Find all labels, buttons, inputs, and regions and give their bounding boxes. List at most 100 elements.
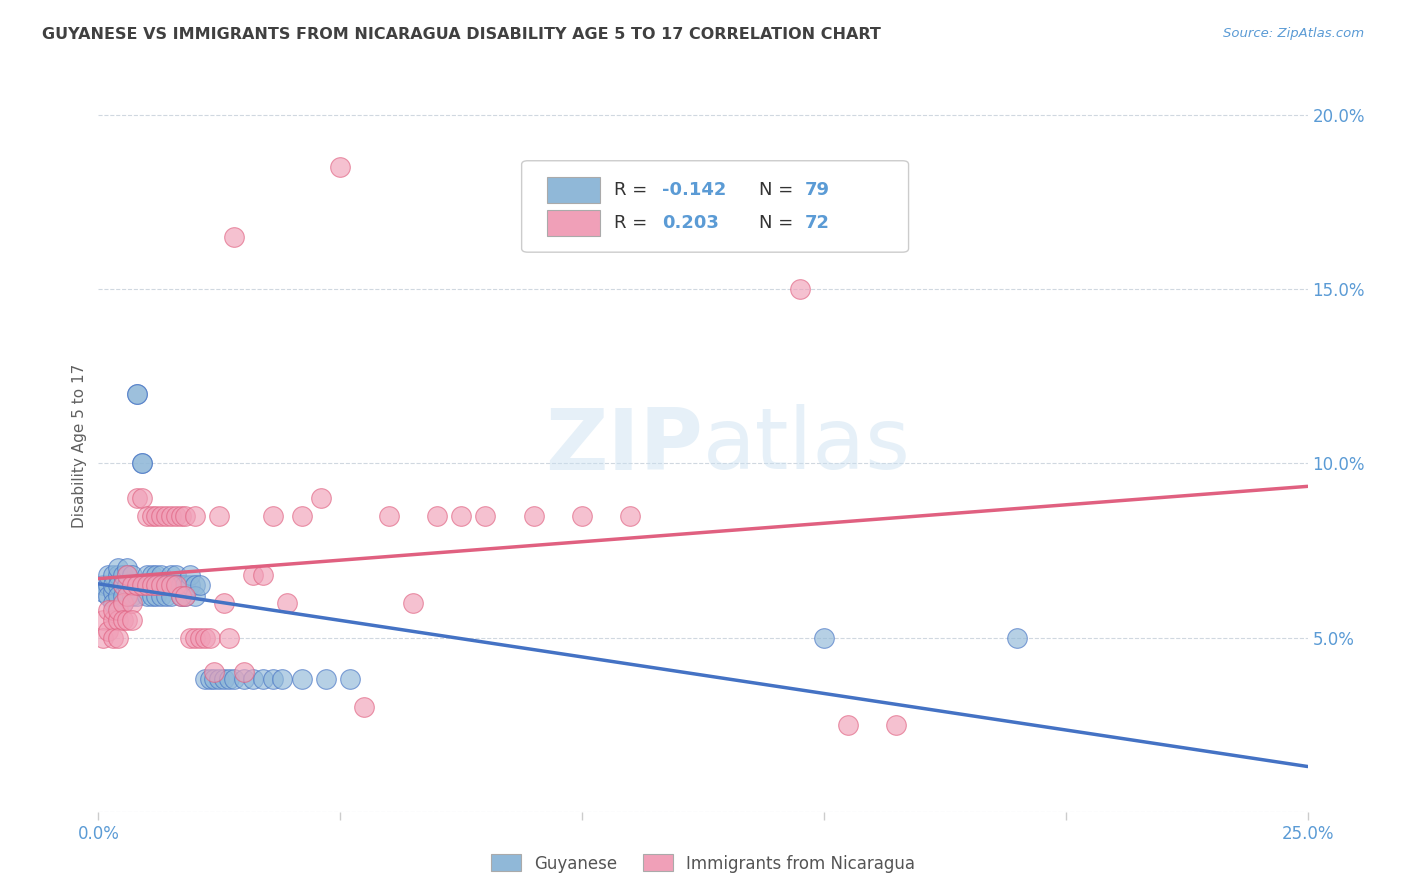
Point	[242, 567, 264, 582]
FancyBboxPatch shape	[547, 211, 600, 236]
Text: -0.142: -0.142	[662, 180, 727, 199]
Point	[222, 673, 245, 687]
Point	[121, 596, 143, 610]
Point	[329, 161, 352, 175]
Point	[150, 578, 173, 592]
Point	[121, 589, 143, 603]
Point	[232, 665, 254, 680]
Point	[121, 578, 143, 592]
Point	[117, 578, 139, 592]
Point	[150, 567, 173, 582]
Point	[111, 567, 134, 582]
Point	[212, 673, 235, 687]
Point	[145, 589, 167, 603]
Point	[91, 613, 114, 627]
Point	[198, 631, 221, 645]
FancyBboxPatch shape	[522, 161, 908, 252]
Point	[184, 589, 207, 603]
Point	[121, 567, 143, 582]
Point	[155, 578, 177, 592]
Point	[117, 567, 139, 582]
Point	[97, 603, 120, 617]
Point	[155, 578, 177, 592]
Point	[101, 603, 124, 617]
Point	[232, 673, 254, 687]
Point	[242, 673, 264, 687]
Point	[271, 673, 294, 687]
Point	[169, 508, 191, 523]
Point	[101, 585, 124, 599]
Point	[135, 578, 157, 592]
Point	[131, 457, 153, 471]
Point	[169, 578, 191, 592]
Point	[127, 578, 149, 592]
Point	[194, 631, 217, 645]
Point	[165, 578, 187, 592]
Point	[131, 491, 153, 506]
Point	[179, 567, 201, 582]
Point	[184, 508, 207, 523]
Point	[160, 567, 183, 582]
Point	[107, 578, 129, 592]
Point	[155, 508, 177, 523]
Text: atlas: atlas	[703, 404, 911, 488]
Point	[160, 578, 183, 592]
Text: N =: N =	[759, 214, 799, 232]
Text: 79: 79	[804, 180, 830, 199]
Point	[276, 596, 298, 610]
Text: ZIP: ZIP	[546, 404, 703, 488]
Point	[107, 631, 129, 645]
Point	[131, 578, 153, 592]
Point	[117, 589, 139, 603]
Point	[222, 230, 245, 244]
Point	[402, 596, 425, 610]
Point	[141, 508, 163, 523]
Point	[135, 578, 157, 592]
Point	[837, 717, 859, 731]
Point	[813, 631, 835, 645]
Point	[127, 386, 149, 401]
Point	[789, 282, 811, 296]
Point	[262, 508, 284, 523]
Text: N =: N =	[759, 180, 799, 199]
Point	[523, 508, 546, 523]
Point	[204, 673, 226, 687]
Text: 0.203: 0.203	[662, 214, 718, 232]
Text: Source: ZipAtlas.com: Source: ZipAtlas.com	[1223, 27, 1364, 40]
Point	[121, 578, 143, 592]
Point	[107, 561, 129, 575]
Point	[194, 673, 217, 687]
Point	[111, 578, 134, 592]
Point	[135, 589, 157, 603]
Point	[150, 578, 173, 592]
Point	[150, 589, 173, 603]
Point	[155, 589, 177, 603]
Point	[353, 700, 375, 714]
Point	[131, 578, 153, 592]
Text: R =: R =	[613, 214, 652, 232]
Point	[127, 589, 149, 603]
Point	[218, 631, 240, 645]
Point	[117, 561, 139, 575]
Point	[117, 589, 139, 603]
Point	[117, 613, 139, 627]
Point	[208, 673, 231, 687]
Point	[111, 578, 134, 592]
Point	[131, 457, 153, 471]
Point	[145, 578, 167, 592]
Point	[188, 631, 211, 645]
Point	[107, 589, 129, 603]
Point	[150, 508, 173, 523]
Y-axis label: Disability Age 5 to 17: Disability Age 5 to 17	[72, 364, 87, 528]
Point	[1007, 631, 1029, 645]
Point	[165, 567, 187, 582]
Point	[91, 631, 114, 645]
Point	[179, 578, 201, 592]
Point	[127, 386, 149, 401]
Point	[174, 589, 197, 603]
Point	[121, 578, 143, 592]
Point	[111, 589, 134, 603]
Point	[262, 673, 284, 687]
Point	[184, 578, 207, 592]
Point	[127, 491, 149, 506]
